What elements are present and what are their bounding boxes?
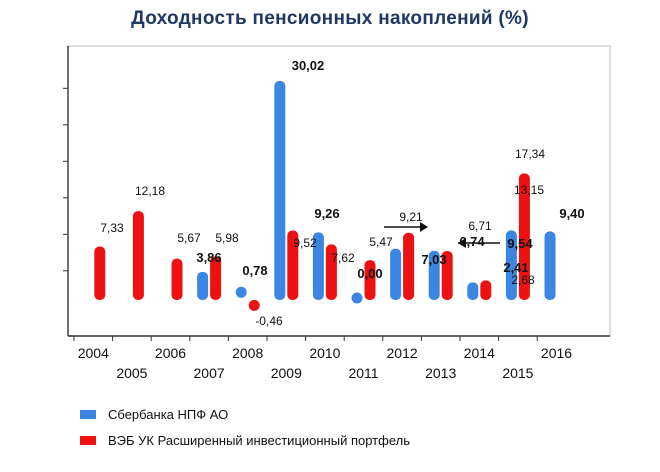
x-tick-label: 2015 (502, 365, 533, 381)
x-tick-label: 2006 (155, 345, 186, 361)
bar-veb (441, 251, 453, 300)
bar-sber (312, 232, 324, 300)
bar-veb (132, 211, 144, 300)
bar-veb (325, 244, 337, 300)
chart-title: Доходность пенсионных накоплений (%) (131, 8, 529, 29)
bar-sber (197, 271, 209, 300)
x-tick-label: 2012 (387, 345, 418, 361)
connector-arrow (458, 238, 466, 248)
data-label-sber: 3,86 (196, 250, 221, 265)
legend-label-sber: Сбербанка НПФ АО (108, 407, 229, 422)
bar-veb (403, 232, 415, 300)
data-label-veb: 9,52 (293, 236, 317, 250)
x-tick-label: 2008 (232, 345, 263, 361)
bar-sber (544, 231, 556, 300)
data-label-veb: 12,18 (135, 184, 165, 198)
bar-sber (467, 282, 479, 300)
bar-sber (428, 250, 440, 300)
bar-veb (171, 258, 183, 300)
connector-arrow (420, 222, 428, 232)
bar-veb (210, 256, 222, 300)
bar-chart: 3,860,7830,029,260,007,036,742,419,549,4… (63, 45, 611, 381)
x-tick-label: 2009 (271, 365, 302, 381)
data-label-sber: 9,26 (314, 206, 339, 221)
data-label-veb: -0,46 (255, 314, 283, 328)
data-label-veb: 7,33 (100, 221, 124, 235)
legend-swatch-sber (80, 410, 96, 419)
data-label-veb: 9,21 (399, 210, 423, 224)
data-label-veb: 2,68 (511, 273, 535, 287)
data-label-sber: 9,54 (507, 236, 533, 251)
bar-veb (248, 299, 260, 311)
data-label-veb: 7,62 (331, 251, 355, 265)
data-label-sber: 9,40 (559, 206, 584, 221)
bar-veb (287, 230, 299, 300)
data-label-veb: 17,34 (515, 147, 545, 161)
x-tick-label: 2016 (541, 345, 572, 361)
x-tick-label: 2007 (194, 365, 225, 381)
bar-sber (390, 248, 402, 300)
bar-sber (505, 230, 517, 300)
data-label-sber: 2,41 (503, 260, 528, 275)
bar-veb (480, 280, 492, 300)
legend-item-sber: Сбербанка НПФ АО (80, 406, 438, 423)
data-label-sber: 7,03 (421, 252, 446, 267)
legend-item-veb: ВЭБ УК Расширенный инвестиционный портфе… (80, 432, 438, 449)
data-label-sber: 30,02 (292, 58, 325, 73)
data-label-veb: 5,67 (177, 231, 201, 245)
legend-swatch-veb (80, 436, 96, 445)
data-label-veb: 5,47 (369, 235, 393, 249)
bar-veb (94, 246, 106, 300)
bar-sber (235, 286, 247, 298)
bar-veb (518, 173, 530, 300)
bar-sber (351, 292, 363, 304)
bar-sber (274, 80, 286, 300)
x-tick-label: 2005 (116, 365, 147, 381)
x-tick-label: 2014 (464, 345, 495, 361)
data-label-sber: 0,78 (242, 263, 267, 278)
x-tick-label: 2011 (348, 365, 378, 381)
data-label-sber: 0,00 (357, 266, 382, 281)
x-tick-label: 2004 (78, 345, 109, 361)
annotation-label: 13,15 (514, 183, 544, 197)
x-tick-label: 2010 (309, 345, 340, 361)
legend-label-veb: ВЭБ УК Расширенный инвестиционный портфе… (108, 433, 410, 448)
x-tick-label: 2013 (425, 365, 456, 381)
data-label-veb: 5,98 (215, 231, 239, 245)
bar-veb (364, 260, 376, 300)
data-label-veb: 6,71 (468, 219, 492, 233)
